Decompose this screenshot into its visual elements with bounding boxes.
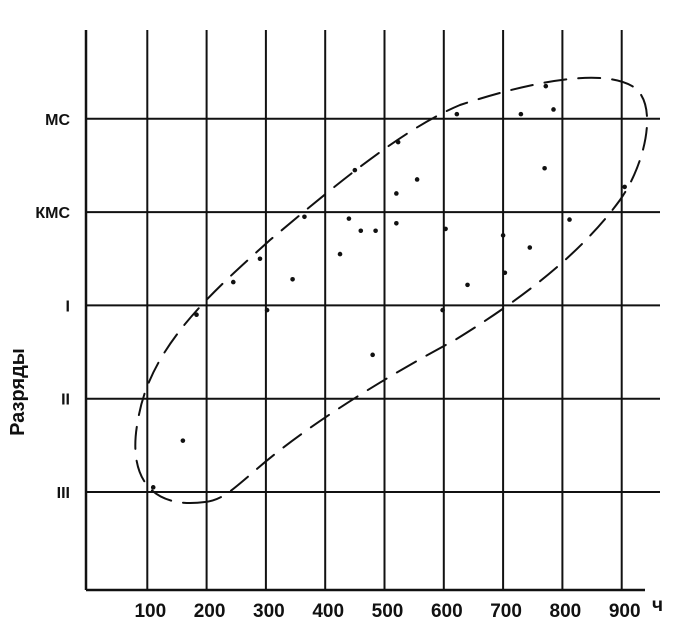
data-point [518,111,524,117]
data-point [290,276,295,282]
data-point [337,251,343,257]
data-point [394,220,399,226]
y-tick-label: II [61,392,70,409]
data-point [264,307,270,313]
grid [86,30,660,590]
data-point [230,279,236,285]
x-tick-label: 900 [609,601,641,622]
data-point [395,139,401,145]
x-unit-label: ч [652,595,663,616]
data-point [358,228,364,234]
data-points [150,83,627,490]
data-point [302,214,307,220]
data-point [543,83,549,89]
data-point [370,352,375,358]
cluster-ellipse [134,76,648,505]
data-point [567,217,572,222]
data-point [527,245,533,250]
x-tick-label: 500 [372,601,404,622]
x-tick-label: 100 [134,601,166,622]
data-point [150,485,156,490]
data-point [622,184,627,190]
data-point [542,165,547,171]
data-point [394,191,399,196]
data-point [194,312,199,318]
data-point [443,226,448,232]
data-point [502,270,508,276]
x-tick-labels: 100 200 300 400 500 600 700 800 900 [134,601,640,622]
x-tick-label: 200 [194,601,226,622]
x-tick-label: 400 [312,601,344,622]
data-point [257,256,263,262]
x-tick-label: 600 [431,601,463,622]
data-point [373,228,378,234]
data-point [454,111,460,117]
y-tick-label: МС [45,112,70,129]
x-tick-label: 700 [490,601,522,622]
y-tick-label: III [57,485,70,502]
data-point [465,282,470,288]
data-point [352,167,358,173]
y-tick-label: КМС [35,205,70,222]
data-point [551,107,556,112]
data-point [414,177,420,182]
y-tick-label: I [66,298,70,315]
y-axis-label: Разряды [7,348,29,436]
x-tick-label: 300 [253,601,285,622]
data-point [440,307,445,313]
data-point [500,233,506,238]
x-tick-label: 800 [550,601,582,622]
data-point [180,438,186,443]
data-point [346,216,352,221]
axes [84,30,645,592]
